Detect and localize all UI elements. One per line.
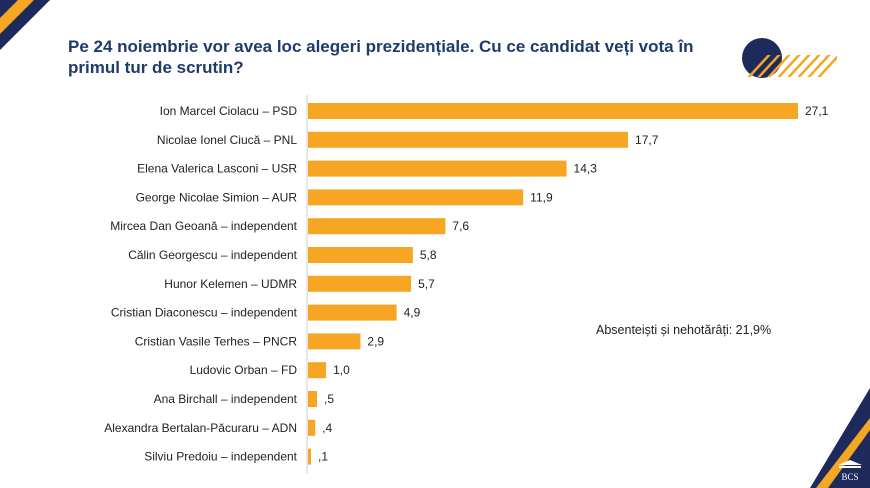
category-label: Călin Georgescu – independent [128,248,297,262]
value-label: 7,6 [452,219,469,233]
value-label: 2,9 [367,334,384,348]
category-label: Ana Birchall – independent [154,392,298,406]
category-label: Nicolae Ionel Ciucă – PNL [157,133,297,147]
bar [308,333,361,350]
category-label: Hunor Kelemen – UDMR [164,277,297,291]
logo-text: BCS [841,472,858,482]
category-label: Cristian Vasile Terhes – PNCR [135,334,298,348]
value-label: ,4 [322,421,332,435]
value-label: 4,9 [404,306,421,320]
bar [308,247,413,263]
chart-title: Pe 24 noiembrie vor avea loc alegeri pre… [68,37,694,77]
bar [308,362,327,379]
bar [308,275,412,292]
value-label: 17,7 [635,133,659,147]
value-label: 14,3 [574,162,598,176]
decorative-circle-stripes [742,38,837,78]
bar [308,160,567,177]
category-label: Ion Marcel Ciolacu – PSD [160,104,298,118]
bar [308,448,311,465]
category-label: Silviu Predoiu – independent [144,450,297,464]
category-label: Elena Valerica Lasconi – USR [137,162,297,176]
corner-decoration-top-left [0,0,50,50]
bar [308,391,318,407]
value-label: 27,1 [805,104,829,118]
category-label: George Nicolae Simion – AUR [136,190,298,204]
bar [308,103,798,119]
category-label: Mircea Dan Geoană – independent [110,219,297,233]
bar [308,419,316,436]
category-label: Ludovic Orban – FD [190,363,298,377]
bar [308,131,629,148]
value-label: 5,8 [420,248,437,262]
value-label: 11,9 [530,190,553,204]
value-label: ,1 [318,450,328,464]
category-label: Alexandra Bertalan-Păcuraru – ADN [104,421,297,435]
value-label: 5,7 [418,277,435,291]
bar [308,189,524,206]
bar [308,304,397,321]
category-label: Cristian Diaconescu – independent [111,306,298,320]
bcs-logo: BCS [838,460,862,482]
bar [308,218,446,235]
value-label: 1,0 [333,363,350,377]
bar-chart: Ion Marcel Ciolacu – PSD 27,1 Nicolae Ione… [104,95,829,474]
value-label: ,5 [324,392,334,406]
undecided-note: Absenteiști și nehotărâți: 21,9% [596,323,772,337]
